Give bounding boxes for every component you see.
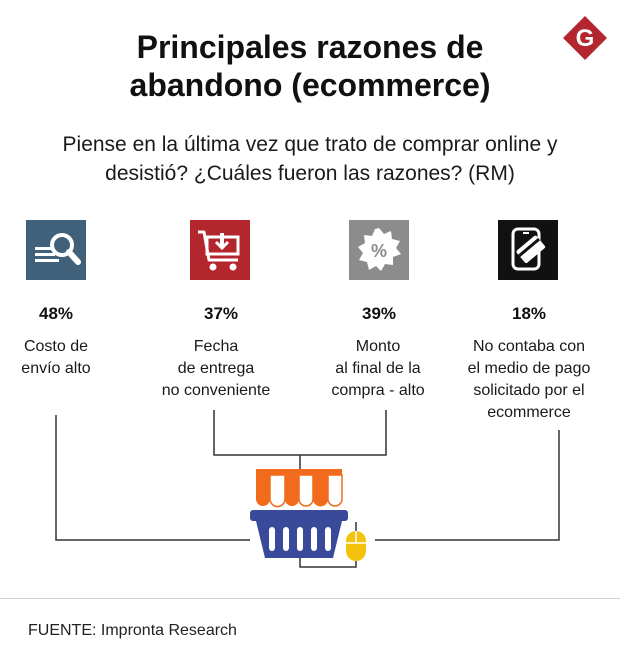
brand-logo: G: [563, 16, 607, 60]
subtitle-line-2: desistió? ¿Cuáles fueron las razones? (R…: [105, 162, 515, 185]
connector-line-1: [55, 415, 250, 541]
category-label-2-line: Fecha: [193, 338, 239, 355]
value-label-1: 48%: [38, 304, 74, 323]
category-label-3-line: compra - alto: [331, 382, 425, 399]
category-label-1-line: envío alto: [21, 360, 91, 377]
footer-divider: [0, 598, 620, 599]
brand-logo-letter: G: [576, 25, 595, 52]
search-list-icon: [26, 220, 86, 280]
subtitle-line-1: Piense en la última vez que trato de com…: [62, 133, 558, 156]
category-label-2-line: no conveniente: [161, 382, 271, 399]
category-label-3: Monto al final de la compra - alto: [293, 336, 463, 402]
source-note: FUENTE: Impronta Research: [28, 622, 237, 639]
cart-download-icon: [190, 220, 250, 280]
category-label-4-line: No contaba con: [472, 338, 586, 355]
svg-text:%: %: [371, 241, 387, 261]
category-label-4-line: ecommerce: [487, 404, 571, 421]
category-label-4-line: el medio de pago: [467, 360, 591, 377]
category-label-2-line: de entrega: [177, 360, 255, 377]
category-label-1: Costo de envío alto: [0, 336, 141, 380]
mobile-card-icon: [498, 220, 558, 280]
computer-mouse-icon: [346, 522, 366, 561]
category-label-4: No contaba con el medio de pago solicita…: [444, 336, 614, 424]
category-label-1-line: Costo de: [23, 338, 89, 355]
category-label-3-line: Monto: [355, 338, 401, 355]
category-label-4-line: solicitado por el: [473, 382, 585, 399]
value-label-3: 39%: [361, 304, 397, 323]
value-label-4: 18%: [511, 304, 547, 323]
connector-line-4: [375, 430, 560, 541]
chart-subtitle: Piense en la última vez que trato de com…: [10, 130, 610, 188]
value-label-2: 37%: [203, 304, 239, 323]
category-label-3-line: al final de la: [335, 360, 421, 377]
mouse-cable: [299, 553, 357, 568]
percent-badge-icon: %: [349, 220, 409, 280]
category-label-2: Fecha de entrega no conveniente: [131, 336, 301, 402]
connector-line-2: [213, 410, 387, 456]
chart-title-line-1: Principales razones de: [136, 29, 484, 65]
shop-basket-icon: [250, 469, 348, 558]
chart-title: Principales razones de abandono (ecommer…: [60, 28, 560, 104]
chart-title-line-2: abandono (ecommerce): [129, 67, 491, 103]
